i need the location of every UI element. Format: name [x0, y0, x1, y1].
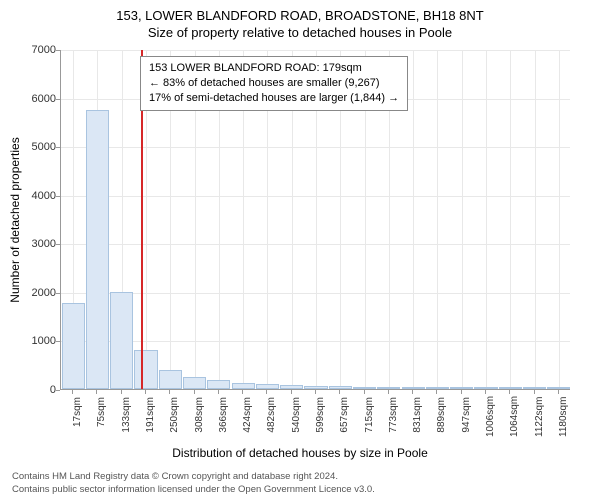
x-tick-label: 715sqm — [364, 397, 375, 437]
x-tick-label: 540sqm — [291, 397, 302, 437]
y-tick — [56, 390, 60, 391]
info-line-1: 153 LOWER BLANDFORD ROAD: 179sqm — [149, 61, 399, 76]
histogram-bar — [183, 377, 206, 389]
x-tick — [315, 390, 316, 394]
footer-line-1: Contains HM Land Registry data © Crown c… — [12, 471, 375, 483]
histogram-bar — [353, 387, 376, 389]
x-tick — [339, 390, 340, 394]
x-tick-label: 75sqm — [96, 397, 107, 437]
histogram-bar — [207, 380, 230, 389]
gridline — [462, 50, 463, 389]
histogram-bar — [450, 387, 473, 389]
histogram-bar — [134, 350, 157, 389]
gridline — [413, 50, 414, 389]
y-tick-label: 6000 — [32, 93, 56, 105]
histogram-bar — [474, 387, 497, 389]
histogram-bar — [377, 387, 400, 389]
x-tick — [461, 390, 462, 394]
histogram-bar — [62, 303, 85, 389]
footer: Contains HM Land Registry data © Crown c… — [12, 471, 375, 496]
histogram-bar — [426, 387, 449, 389]
histogram-bar — [304, 386, 327, 389]
histogram-bar — [110, 292, 133, 389]
x-tick-label: 1064sqm — [509, 397, 520, 437]
x-tick — [485, 390, 486, 394]
y-tick — [56, 341, 60, 342]
x-tick-label: 424sqm — [242, 397, 253, 437]
histogram-bar — [280, 385, 303, 389]
y-tick-label: 2000 — [32, 287, 56, 299]
gridline — [486, 50, 487, 389]
histogram-bar — [232, 383, 255, 389]
x-tick-label: 17sqm — [72, 397, 83, 437]
footer-line-2: Contains public sector information licen… — [12, 484, 375, 496]
info-line-2: ← 83% of detached houses are smaller (9,… — [149, 76, 399, 91]
histogram-bar — [159, 370, 182, 389]
gridline — [559, 50, 560, 389]
y-tick — [56, 196, 60, 197]
y-tick-label: 5000 — [32, 141, 56, 153]
x-tick-label: 133sqm — [121, 397, 132, 437]
x-tick-label: 482sqm — [266, 397, 277, 437]
y-tick-label: 7000 — [32, 44, 56, 56]
histogram-bar — [86, 110, 109, 389]
x-tick-label: 599sqm — [315, 397, 326, 437]
y-tick — [56, 244, 60, 245]
x-tick — [121, 390, 122, 394]
x-tick — [364, 390, 365, 394]
chart-title: 153, LOWER BLANDFORD ROAD, BROADSTONE, B… — [0, 0, 600, 23]
y-tick — [56, 99, 60, 100]
x-tick — [291, 390, 292, 394]
x-tick — [558, 390, 559, 394]
x-tick — [412, 390, 413, 394]
x-tick-label: 889sqm — [436, 397, 447, 437]
x-tick — [218, 390, 219, 394]
y-tick — [56, 147, 60, 148]
histogram-bar — [402, 387, 425, 389]
gridline — [437, 50, 438, 389]
chart-subtitle: Size of property relative to detached ho… — [0, 23, 600, 40]
x-tick-label: 947sqm — [461, 397, 472, 437]
x-tick-label: 191sqm — [145, 397, 156, 437]
x-tick-label: 250sqm — [169, 397, 180, 437]
x-tick — [242, 390, 243, 394]
gridline — [510, 50, 511, 389]
x-tick — [96, 390, 97, 394]
histogram-bar — [499, 387, 522, 389]
x-tick — [145, 390, 146, 394]
info-line-3: 17% of semi-detached houses are larger (… — [149, 91, 399, 106]
y-tick-label: 1000 — [32, 335, 56, 347]
x-tick — [266, 390, 267, 394]
x-tick-label: 657sqm — [339, 397, 350, 437]
histogram-bar — [256, 384, 279, 389]
y-tick-label: 3000 — [32, 238, 56, 250]
info-box: 153 LOWER BLANDFORD ROAD: 179sqm ← 83% o… — [140, 56, 408, 111]
x-tick — [72, 390, 73, 394]
x-tick-label: 1006sqm — [485, 397, 496, 437]
x-tick-label: 308sqm — [194, 397, 205, 437]
histogram-bar — [523, 387, 546, 389]
x-tick — [169, 390, 170, 394]
x-tick — [509, 390, 510, 394]
x-tick-label: 831sqm — [412, 397, 423, 437]
y-tick — [56, 293, 60, 294]
x-tick-label: 773sqm — [388, 397, 399, 437]
x-tick — [534, 390, 535, 394]
y-tick — [56, 50, 60, 51]
x-tick — [388, 390, 389, 394]
y-tick-label: 4000 — [32, 190, 56, 202]
x-tick-label: 1180sqm — [558, 397, 569, 437]
x-tick-label: 1122sqm — [534, 397, 545, 437]
histogram-bar — [547, 387, 570, 389]
gridline — [535, 50, 536, 389]
x-tick — [194, 390, 195, 394]
x-tick — [436, 390, 437, 394]
x-tick-label: 366sqm — [218, 397, 229, 437]
histogram-bar — [329, 386, 352, 389]
x-axis-label: Distribution of detached houses by size … — [0, 446, 600, 460]
